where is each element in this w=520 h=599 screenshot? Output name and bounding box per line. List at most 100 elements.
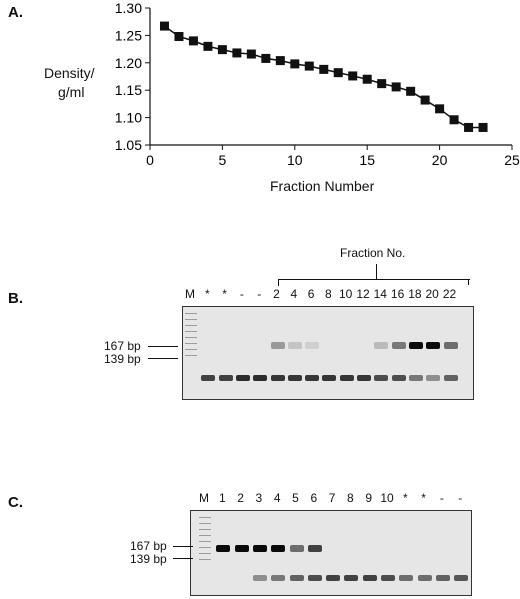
band-low [344,575,359,581]
gel-b-139bp-label: 139 bp [104,352,141,366]
marker-ladder-band [185,337,197,338]
y-tick-label: 1.20 [115,55,142,71]
band-low [362,575,377,581]
lane-label: 8 [347,491,354,505]
band-low [201,375,216,381]
band-low [374,375,389,381]
data-point [435,104,445,114]
band-low [218,375,233,381]
fraction-bracket-tick [376,264,377,280]
lane-label: M [185,287,195,301]
marker-ladder-band [185,355,197,356]
gel-c-139bp-label: 139 bp [130,552,167,566]
data-point [478,122,488,132]
data-point [377,79,387,89]
marker-ladder-band [199,541,211,542]
data-point [188,36,198,46]
gel-c-167bp-label: 167 bp [130,539,167,553]
data-point [464,122,474,132]
lane-label: - [458,491,463,505]
density-chart: 1.05 1.10 1.15 1.20 1.25 1.30 0 5 10 15 20 25 [115,0,520,168]
lane-label: 6 [307,287,315,301]
lane-label: 16 [390,287,405,301]
x-axis-label: Fraction Number [270,178,375,194]
data-point [449,115,459,125]
gel-b-167bp-marker [148,346,178,347]
lane-label: 18 [408,287,422,301]
band-167bp [234,545,249,552]
band-low [289,575,304,581]
x-tick-label: 0 [146,152,154,168]
gel-c-139bp-marker [173,558,193,559]
y-tick-label: 1.30 [115,0,142,16]
data-point [333,68,343,78]
lane-label: M [199,491,209,505]
lane-label: 3 [255,491,263,505]
band-low [399,575,414,581]
marker-ladder-band [199,529,211,530]
lane-label: 10 [380,491,394,505]
y-tick-label: 1.25 [115,27,142,43]
lane-label: - [257,287,262,301]
band-low [326,575,341,581]
band-low [454,575,469,581]
fraction-header: Fraction No. [340,246,406,260]
marker-ladder-band [199,559,211,560]
data-point [391,82,401,92]
marker-ladder-band [199,517,211,518]
y-tick-label: 1.10 [115,110,142,126]
data-point [420,95,430,105]
panel-c-letter: C. [8,494,23,511]
gel-b [182,306,474,400]
band-low [408,375,423,381]
x-tick-label: 5 [219,152,227,168]
band-167bp [391,342,406,349]
band-low [253,375,268,381]
band-low [357,375,371,381]
band-167bp [289,545,304,552]
data-point [203,41,213,51]
y-tick-label: 1.15 [115,82,142,98]
data-point [232,48,242,58]
marker-ladder-band [185,325,197,326]
lane-label: 4 [290,287,298,301]
marker-ladder-band [199,523,211,524]
data-point [290,59,300,69]
marker-ladder-band [199,547,211,548]
data-point [362,74,372,84]
band-low [252,575,267,581]
data-point [275,56,285,66]
gel-c [190,510,472,596]
lane-label: 2 [273,287,280,301]
band-low [235,375,250,381]
panel-b-letter: B. [8,290,23,307]
band-low [339,375,354,381]
band-low [307,575,322,581]
band-low [322,375,337,381]
data-point [406,86,416,96]
lane-label: 4 [273,491,281,505]
lane-label: 5 [292,491,299,505]
band-167bp [426,342,441,349]
band-167bp [374,342,389,349]
lane-label: 12 [356,287,370,301]
band-167bp [287,342,302,349]
lane-label: 6 [310,491,318,505]
marker-ladder-band [185,331,197,332]
band-low [426,375,441,381]
band-low [270,375,285,381]
y-axis-label-line1: Density/ [44,65,95,81]
lane-label: 22 [442,287,457,301]
band-low [435,575,450,581]
band-167bp [408,342,423,349]
gel-b-167bp-label: 167 bp [104,339,141,353]
band-167bp [270,342,285,349]
band-low [287,375,302,381]
fraction-bracket-right [468,279,469,285]
lane-label: 2 [237,491,244,505]
band-low [417,575,432,581]
lane-label: 7 [328,491,336,505]
panel-a-letter: A. [8,4,23,21]
fraction-bracket [278,279,470,286]
band-167bp [443,342,458,349]
